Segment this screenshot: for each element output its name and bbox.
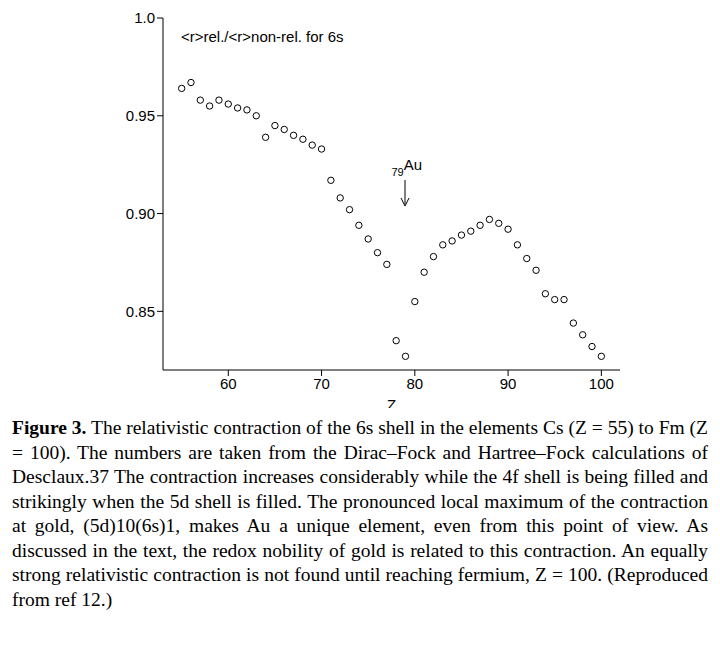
svg-text:80: 80: [406, 375, 423, 392]
html-text:<r>rel./<r>non-rel. for 6s: <r>rel./<r>non-rel. for 6s: [181, 28, 344, 45]
svg-text:0.85: 0.85: [126, 303, 155, 320]
svg-text:Z: Z: [387, 396, 396, 408]
html-text:Figure 3. The relativistic con: Figure 3. The relativistic contraction o…: [12, 417, 708, 610]
svg-text:1.0: 1.0: [134, 9, 155, 26]
svg-text:70: 70: [313, 375, 330, 392]
svg-text:60: 60: [220, 375, 237, 392]
svg-text:0.95: 0.95: [126, 107, 155, 124]
svg-text:100: 100: [589, 375, 614, 392]
html-text:79Au: 79Au: [391, 156, 423, 179]
svg-text:0.90: 0.90: [126, 205, 155, 222]
svg-text:90: 90: [500, 375, 517, 392]
